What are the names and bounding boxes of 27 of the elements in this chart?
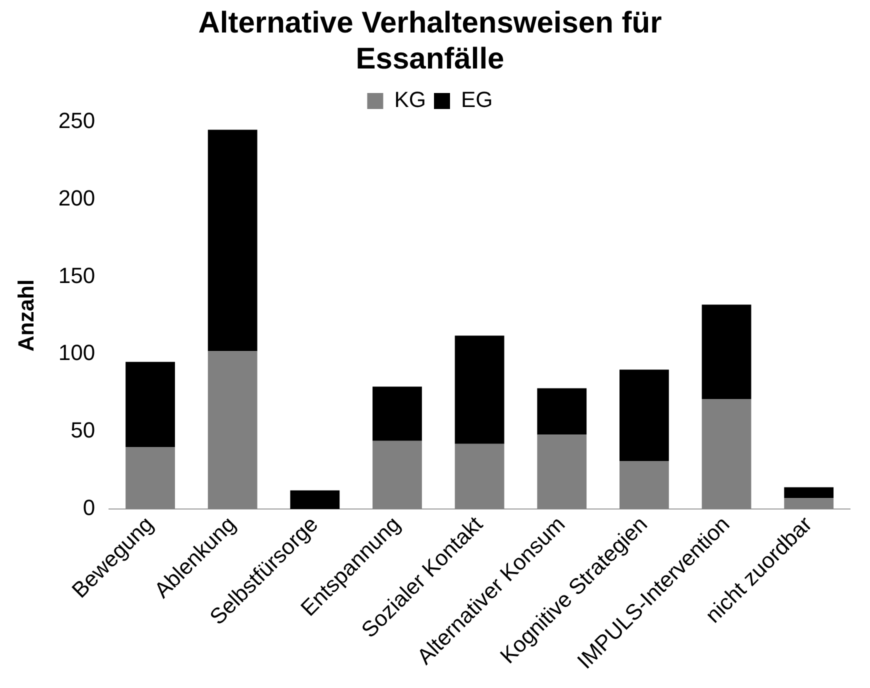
bar (620, 370, 669, 461)
chart-title: Alternative Verhaltensweisen für Essanfälle (198, 6, 662, 76)
bar (784, 498, 834, 509)
y-tick-label: 100 (58, 340, 96, 366)
y-tick-label: 50 (70, 418, 96, 443)
bar (454, 444, 504, 509)
bar (372, 440, 422, 509)
bar (372, 386, 422, 441)
bar (126, 362, 175, 448)
bar (454, 336, 504, 444)
y-tick-label: 250 (58, 108, 96, 134)
bar (126, 447, 175, 509)
bar (208, 130, 258, 352)
bar (702, 399, 752, 509)
legend-label: KG (394, 87, 426, 112)
bar (620, 460, 669, 509)
y-tick-label: 0 (82, 495, 96, 520)
y-tick-label: 200 (58, 185, 96, 210)
bar (290, 490, 340, 509)
bar (784, 487, 834, 498)
y-tick-label: 150 (58, 262, 96, 288)
bar (208, 351, 258, 509)
bar (537, 434, 587, 509)
y-axis-title: Anzahl (13, 279, 38, 352)
bar (537, 388, 587, 435)
bar (702, 304, 752, 400)
legend-label: EG (461, 87, 493, 112)
